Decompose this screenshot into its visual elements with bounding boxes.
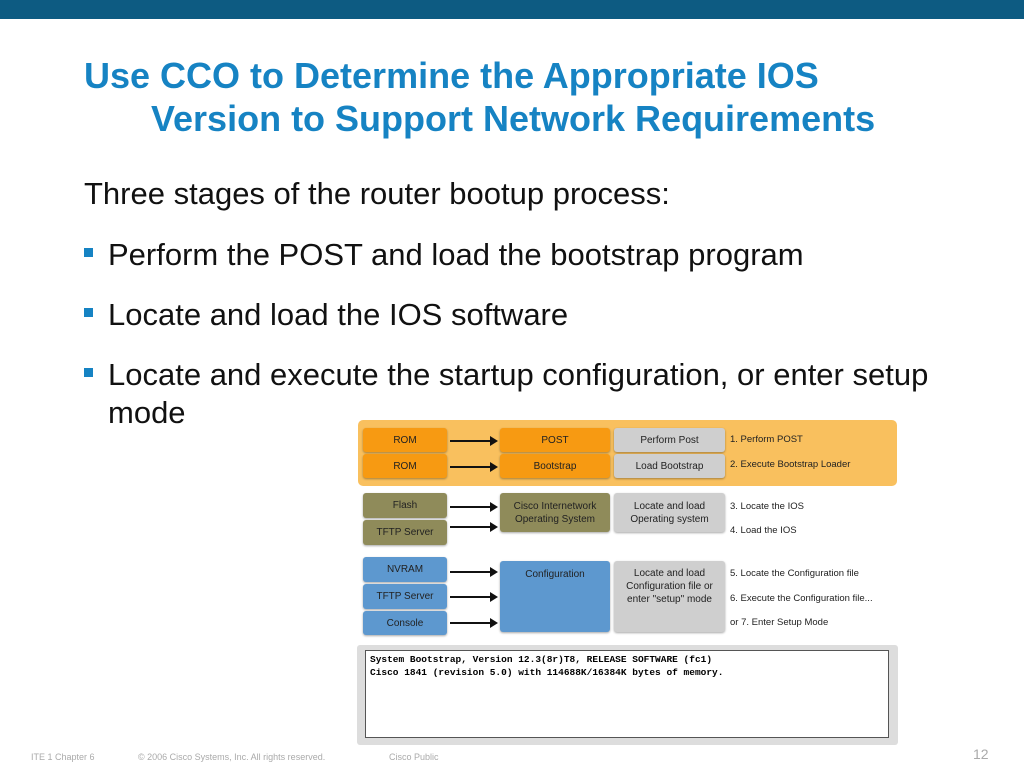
source-flash: Flash: [363, 493, 447, 518]
bullet-icon: [84, 248, 93, 257]
bullet-icon: [84, 368, 93, 377]
step-label: 2. Execute Bootstrap Loader: [730, 459, 851, 470]
arrow-icon: [450, 522, 498, 532]
arrow-icon: [450, 618, 498, 628]
console-line: System Bootstrap, Version 12.3(8r)T8, RE…: [370, 654, 713, 665]
source-tftp: TFTP Server: [363, 584, 447, 609]
slide-title: Use CCO to Determine the Appropriate IOS…: [84, 54, 875, 140]
bullet-item: Locate and load the IOS software: [84, 296, 944, 334]
component-configuration: Configuration: [500, 561, 610, 632]
step-label: 3. Locate the IOS: [730, 501, 804, 512]
source-console: Console: [363, 611, 447, 635]
component-post: POST: [500, 428, 610, 452]
source-rom: ROM: [363, 454, 447, 478]
arrow-icon: [450, 462, 498, 472]
console-line: Cisco 1841 (revision 5.0) with 114688K/1…: [370, 667, 724, 678]
bullet-item: Perform the POST and load the bootstrap …: [84, 236, 944, 274]
footer-course: ITE 1 Chapter 6: [31, 752, 95, 762]
component-ios: Cisco Internetwork Operating System: [500, 493, 610, 532]
intro-text: Three stages of the router bootup proces…: [84, 176, 670, 211]
step-label: 6. Execute the Configuration file...: [730, 593, 873, 604]
title-line-2: Version to Support Network Requirements: [151, 98, 876, 139]
action-load-config: Locate and load Configuration file or en…: [614, 561, 725, 632]
arrow-icon: [450, 592, 498, 602]
footer-classification: Cisco Public: [389, 752, 439, 762]
title-line-1: Use CCO to Determine the Appropriate IOS: [84, 55, 819, 96]
arrow-icon: [450, 502, 498, 512]
component-bootstrap: Bootstrap: [500, 454, 610, 478]
bullet-item: Locate and execute the startup configura…: [84, 356, 954, 432]
action-load-bootstrap: Load Bootstrap: [614, 454, 725, 478]
step-label: or 7. Enter Setup Mode: [730, 617, 829, 628]
step-label: 5. Locate the Configuration file: [730, 568, 859, 579]
footer-copyright: © 2006 Cisco Systems, Inc. All rights re…: [138, 752, 326, 762]
step-label: 1. Perform POST: [730, 434, 803, 445]
source-rom: ROM: [363, 428, 447, 452]
step-label: 4. Load the IOS: [730, 525, 797, 536]
action-load-os: Locate and load Operating system: [614, 493, 725, 532]
action-perform-post: Perform Post: [614, 428, 725, 452]
page-number: 12: [973, 746, 989, 762]
console-output: System Bootstrap, Version 12.3(8r)T8, RE…: [357, 645, 898, 745]
bullet-icon: [84, 308, 93, 317]
top-bar: [0, 0, 1024, 19]
source-nvram: NVRAM: [363, 557, 447, 582]
arrow-icon: [450, 567, 498, 577]
source-tftp: TFTP Server: [363, 520, 447, 545]
arrow-icon: [450, 436, 498, 446]
